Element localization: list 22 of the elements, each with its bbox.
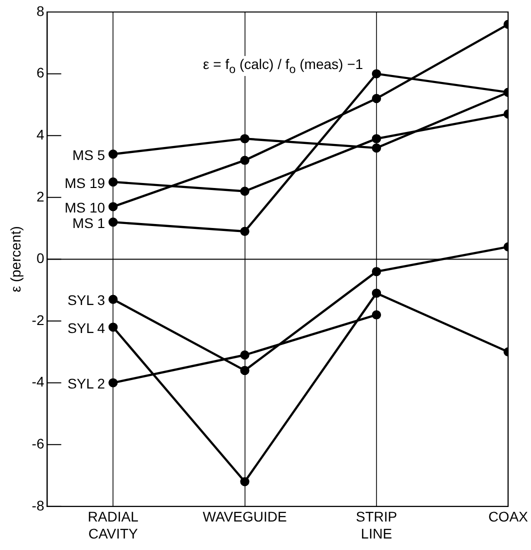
series-label: SYL 3 <box>67 292 106 308</box>
x-tick-label: RADIAL CAVITY <box>88 508 139 542</box>
y-tick-label: 4 <box>36 126 44 142</box>
y-tick-label: 0 <box>36 250 44 266</box>
series-label: MS 5 <box>72 147 106 163</box>
x-tick-label: WAVEGUIDE <box>202 508 287 525</box>
y-tick-label: 8 <box>36 2 44 19</box>
series-label: SYL 4 <box>67 320 106 336</box>
y-tick-label: -6 <box>32 435 44 452</box>
y-tick-label: -4 <box>32 374 44 390</box>
series-label: MS 1 <box>72 214 106 231</box>
y-tick-label: -8 <box>32 497 44 514</box>
x-tick-label: COAX <box>488 508 529 525</box>
annotation: ε = f$_{o}$ (calc) / f$_{o}$ (meas) −1 <box>203 56 364 76</box>
y-tick-label: -2 <box>32 312 44 328</box>
series-label: SYL 2 <box>67 376 106 392</box>
y-axis-title: ε (percent) <box>7 226 24 292</box>
y-tick-label: 6 <box>36 64 44 81</box>
series-label: MS 10 <box>64 200 106 216</box>
x-tick-label: STRIP LINE <box>356 508 398 542</box>
series-label: MS 19 <box>64 174 106 191</box>
y-tick-label: 2 <box>36 188 44 204</box>
